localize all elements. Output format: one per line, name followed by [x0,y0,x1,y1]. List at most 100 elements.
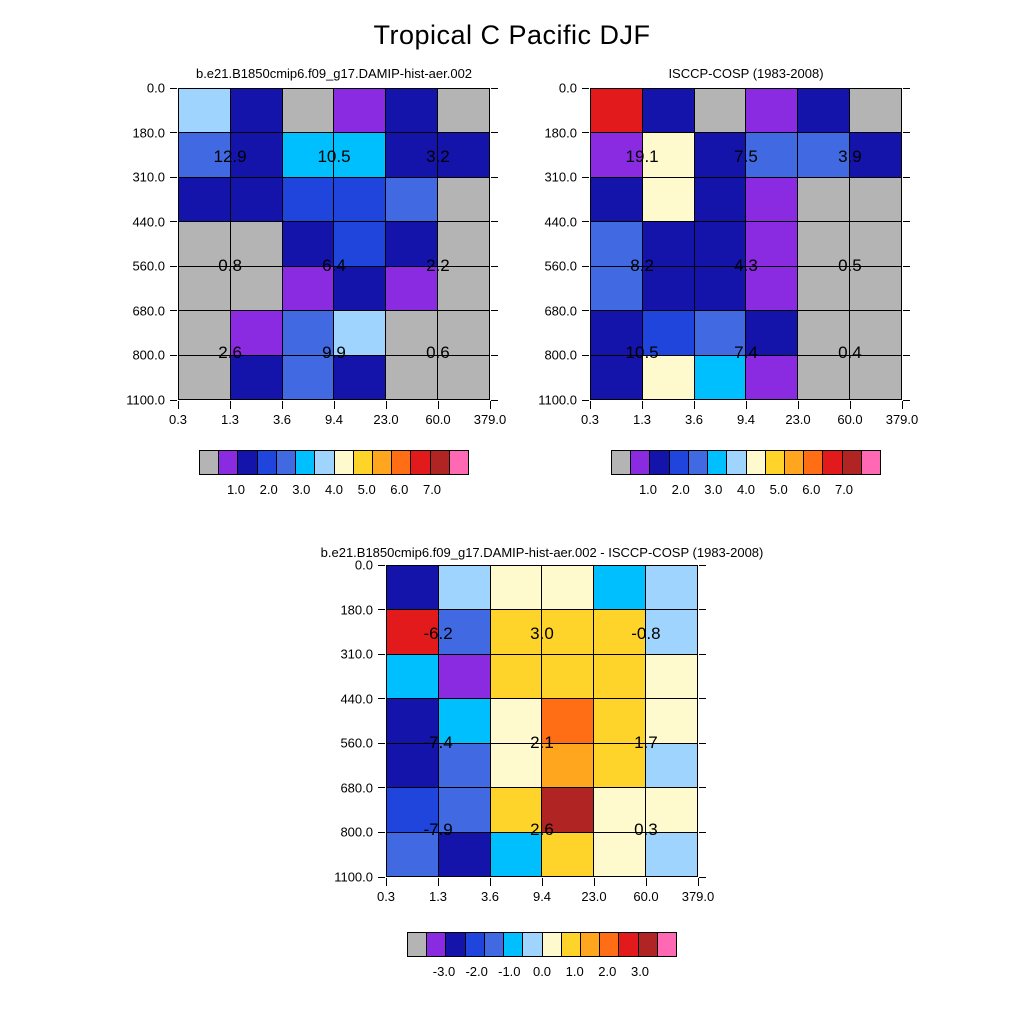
heatmap-cell [386,222,438,266]
y-axis-label: 180.0 [544,125,577,141]
y-axis-label: 0.0 [354,557,373,573]
heatmap-cell [594,832,646,876]
heatmap-cell [438,266,489,311]
heatmap-cell [490,832,542,876]
x-tick-mark [645,878,647,886]
heatmap-cell [850,89,901,133]
heatmap-cell [542,699,594,743]
colorbar-swatch [484,933,505,956]
y-axis-label: 680.0 [132,303,165,319]
colorbar-swatch [523,933,543,956]
colorbar-swatch [296,451,316,474]
x-tick-mark [593,878,595,886]
heatmap-cell [438,654,490,699]
cell-value-label: 12.9 [213,146,247,166]
colorbar-label: -1.0 [498,964,521,979]
colorbar-swatch [600,933,620,956]
x-tick-mark [333,401,335,409]
heatmap-cell [850,355,901,399]
heatmap-cell [387,610,438,654]
cell-value-label: 0.4 [838,343,862,363]
y-tick-mark [903,399,910,401]
y-tick-mark [699,653,706,655]
heatmap-cell [542,566,594,610]
heatmap-cell [334,266,386,311]
y-tick-mark [582,132,589,134]
colorbar-swatch [276,451,297,474]
y-tick-mark [170,310,177,312]
y-tick-mark [170,354,177,356]
cell-value-label: 2.1 [530,733,554,753]
heatmap-cell [386,311,438,355]
x-axis-label: 379.0 [681,889,715,904]
heatmap-cell [490,566,542,610]
heatmap-cell [387,654,438,699]
colorbar-swatch [708,451,728,474]
heatmap-cell [282,311,334,355]
colorbar-swatch [804,451,824,474]
heatmap-cell [438,832,490,876]
colorbar-swatch [619,933,639,956]
colorbar-swatch [688,451,709,474]
heatmap-cell [746,311,798,355]
heatmap-cell [386,89,438,133]
heatmap-cell [282,266,334,311]
heatmap-cell [334,222,386,266]
colorbar-label: 7.0 [834,482,854,497]
y-axis-label: 1100.0 [334,869,373,885]
colorbar-diff: -3.0 -2.0 -1.0 0.0 1.0 2.0 3.0 [407,932,677,982]
heatmap-cell [387,566,438,610]
cell-value-label: 6.4 [322,256,346,276]
colorbar-swatch [580,933,601,956]
y-tick-mark [491,265,498,267]
heatmap-cell [386,355,438,399]
heatmap-diff: 0.0 180.0 310.0 440.0 560.0 680.0 800.0 1100.0 0… [334,558,714,905]
colorbar-swatch [727,451,747,474]
colorbar-label: 4.0 [324,482,344,497]
cell-value-label: 9.9 [322,343,346,363]
heatmap-cell [282,89,334,133]
y-tick-mark [582,87,589,89]
colorbar-label: 5.0 [769,482,788,497]
y-tick-mark [903,176,910,178]
cell-value-label: 0.8 [218,256,242,276]
colorbar-swatches [407,932,677,957]
colorbar-swatch [257,451,277,474]
heatmap-cell [591,311,642,355]
y-tick-mark [491,87,498,89]
heatmap-cell [746,89,798,133]
y-tick-mark [170,265,177,267]
heatmap-cell [594,788,646,832]
heatmap-cell [542,610,594,654]
y-tick-mark [378,742,385,744]
heatmap-cell [282,355,334,399]
x-axis-label: 0.3 [580,412,600,427]
y-axis-label: 1100.0 [538,392,577,408]
heatmap-cell [386,177,438,222]
x-tick-mark [489,878,491,886]
colorbar-swatch [650,451,670,474]
y-tick-mark [903,221,910,223]
heatmap-cell [646,654,697,699]
y-tick-mark [582,265,589,267]
heatmap-cell [490,743,542,788]
x-axis-label: 9.4 [736,412,756,427]
y-tick-mark [582,221,589,223]
heatmap-cell [591,266,642,311]
colorbar-swatch [669,451,689,474]
heatmap-cell [646,743,697,788]
x-tick-mark [693,401,695,409]
heatmap-grid [386,565,698,877]
y-tick-mark [699,698,706,700]
x-axis-label: 3.6 [272,412,292,427]
y-tick-mark [378,653,385,655]
y-tick-mark [170,87,177,89]
x-axis-label: 1.3 [428,889,448,904]
heatmap-cell [334,177,386,222]
heatmap-cell [490,788,542,832]
heatmap-cell [642,133,694,177]
y-tick-mark [491,354,498,356]
colorbar-label: 4.0 [736,482,756,497]
heatmap-cell [694,355,746,399]
heatmap-cell [334,355,386,399]
